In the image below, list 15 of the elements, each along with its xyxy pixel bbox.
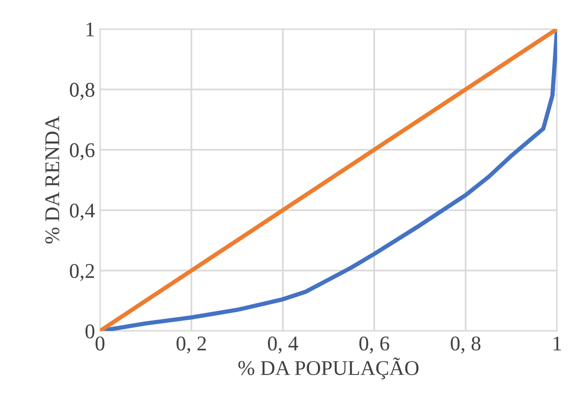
y-axis-title: % DA RENDA xyxy=(45,116,60,244)
x-tick-label: 0 xyxy=(96,336,104,351)
y-tick-label: 0,6 xyxy=(70,143,95,160)
x-tick-label: 1 xyxy=(554,336,561,350)
line-series xyxy=(100,29,557,331)
y-tick-label: 0,2 xyxy=(70,264,94,282)
y-tick-label: 0 xyxy=(86,324,94,338)
y-tick-label: 0,8 xyxy=(70,82,94,100)
x-tick-label: 0, 6 xyxy=(359,336,390,354)
y-tick-label: 1 xyxy=(86,22,94,36)
x-axis-title: % DA POPULAÇÃO xyxy=(238,358,419,380)
x-tick-label: 0, 4 xyxy=(268,336,298,354)
x-tick-label: 0, 8 xyxy=(450,336,480,354)
x-tick-label: 0, 2 xyxy=(176,336,206,354)
y-tick-label: 0,4 xyxy=(70,204,95,221)
